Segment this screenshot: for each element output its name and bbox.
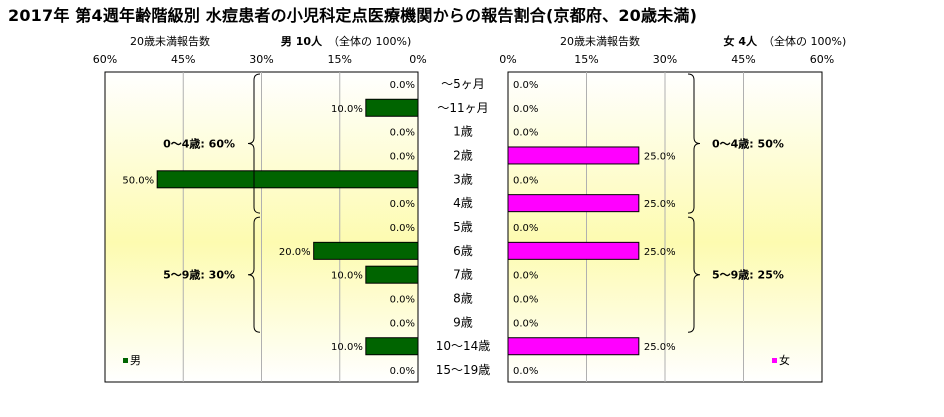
age-category-label: ～5ヶ月 <box>441 77 485 91</box>
left-tick-label: 60% <box>93 53 117 66</box>
age-category-label: 7歳 <box>453 268 473 282</box>
right-group-brace <box>687 216 701 333</box>
left-tick-label: 45% <box>171 53 195 66</box>
chart-title: 2017年 第4週年齢階級別 水痘患者の小児科定点医療機関からの報告割合(京都府… <box>8 6 698 25</box>
male-value-label: 10.0% <box>331 271 363 282</box>
left-group-label: 0～4歳: 60% <box>163 137 235 151</box>
age-category-label: 10～14歳 <box>436 339 491 353</box>
male-value-label: 0.0% <box>390 151 415 162</box>
right-tick-label: 30% <box>653 53 677 66</box>
left-tick-label: 0% <box>409 53 426 66</box>
male-value-label: 0.0% <box>390 80 415 91</box>
male-legend-label: 男 <box>130 354 141 367</box>
female-bar <box>507 146 640 165</box>
left-tick-label: 15% <box>328 53 352 66</box>
age-category-label: 4歳 <box>453 196 473 210</box>
female-value-label: 25.0% <box>644 151 676 162</box>
right-group-label: 0～4歳: 50% <box>712 137 784 151</box>
female-value-label: 0.0% <box>513 80 538 91</box>
age-category-label: 1歳 <box>453 125 473 139</box>
male-bar <box>365 98 419 117</box>
male-value-label: 0.0% <box>390 199 415 210</box>
right-group-label: 5～9歳: 25% <box>712 268 784 282</box>
male-bar <box>365 337 419 356</box>
left-group-label: 5～9歳: 30% <box>163 268 235 282</box>
male-value-label: 0.0% <box>390 128 415 139</box>
age-category-label: 5歳 <box>453 220 473 234</box>
right-tick-label: 60% <box>810 53 834 66</box>
female-value-label: 0.0% <box>513 104 538 115</box>
right-header-note: （全体の 100%) <box>763 34 846 48</box>
female-legend-swatch <box>772 358 777 363</box>
female-legend-label: 女 <box>779 353 790 367</box>
right-axis-label: 20歳未満報告数 <box>560 35 640 48</box>
female-value-label: 0.0% <box>513 318 538 329</box>
female-value-label: 25.0% <box>644 199 676 210</box>
male-legend-swatch <box>123 358 128 363</box>
left-group-brace <box>247 73 261 214</box>
right-tick-label: 45% <box>731 53 755 66</box>
female-value-label: 0.0% <box>513 128 538 139</box>
male-value-label: 0.0% <box>390 295 415 306</box>
male-value-label: 0.0% <box>390 366 415 377</box>
male-value-label: 50.0% <box>122 175 154 186</box>
male-value-label: 10.0% <box>331 104 363 115</box>
female-value-label: 0.0% <box>513 175 538 186</box>
left-group-brace <box>247 216 261 333</box>
age-category-label: 2歳 <box>453 148 473 162</box>
female-bar <box>507 337 640 356</box>
male-value-label: 20.0% <box>279 247 311 258</box>
male-bar <box>313 241 419 260</box>
age-category-label: 15～19歳 <box>436 363 491 377</box>
age-category-label: 8歳 <box>453 292 473 306</box>
male-bar <box>156 170 419 189</box>
female-bar <box>507 241 640 260</box>
age-category-label: ～11ヶ月 <box>437 101 488 115</box>
male-value-label: 10.0% <box>331 342 363 353</box>
age-category-label: 3歳 <box>453 172 473 186</box>
male-value-label: 0.0% <box>390 223 415 234</box>
male-value-label: 0.0% <box>390 318 415 329</box>
male-bar <box>365 265 419 284</box>
left-tick-label: 30% <box>249 53 273 66</box>
right-header-count: 女 4人 <box>724 34 758 48</box>
left-header-count: 男 10人 <box>281 34 323 48</box>
female-value-label: 0.0% <box>513 366 538 377</box>
age-category-label: 9歳 <box>453 315 473 329</box>
right-group-brace <box>687 73 701 214</box>
female-value-label: 0.0% <box>513 271 538 282</box>
right-tick-label: 15% <box>574 53 598 66</box>
age-category-label: 6歳 <box>453 244 473 258</box>
female-value-label: 0.0% <box>513 223 538 234</box>
left-header-note: （全体の 100%) <box>328 34 411 48</box>
female-value-label: 25.0% <box>644 342 676 353</box>
female-bar <box>507 194 640 213</box>
female-value-label: 25.0% <box>644 247 676 258</box>
left-axis-label: 20歳未満報告数 <box>130 35 210 48</box>
right-tick-label: 0% <box>499 53 516 66</box>
female-value-label: 0.0% <box>513 295 538 306</box>
